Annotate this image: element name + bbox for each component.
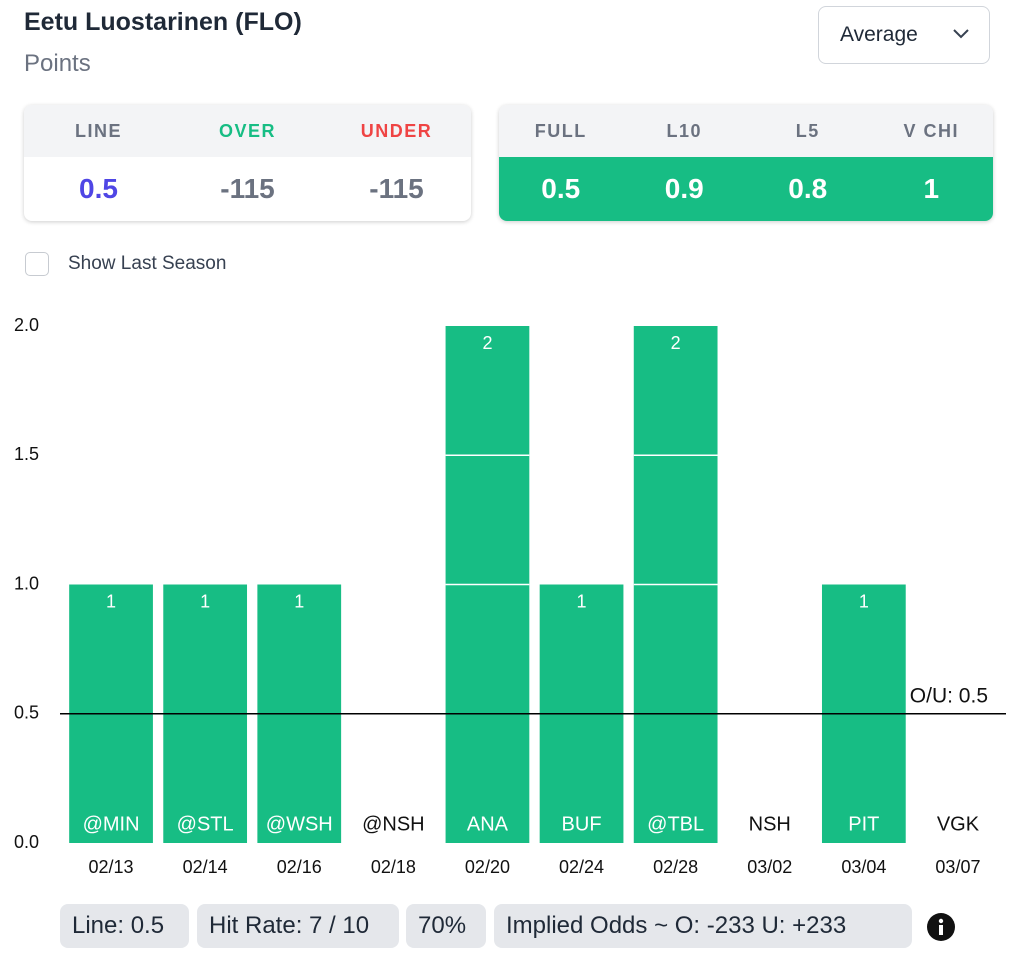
date-label: 03/02 [747,857,792,877]
y-tick-label: 1.5 [14,444,39,464]
date-label: 02/24 [559,857,604,877]
footer-pill: Line: 0.5 [60,904,189,948]
average-values: 0.5 0.9 0.8 1 [499,157,993,221]
footer-pill: 70% [406,904,486,948]
line-value: -115 [220,173,275,204]
reference-label: O/U: 0.5 [910,684,988,707]
average-card: FULL L10 L5 V CHI 0.5 0.9 0.8 1 [499,105,993,221]
average-header: L10 [666,120,703,141]
date-label: 02/18 [371,857,416,877]
date-label: 02/13 [89,857,134,877]
date-label: 02/28 [653,857,698,877]
chart: 0.0 0.5 1.0 1.5 2.0 1 @MIN 02/13 1 @STL 02/14 1 @WSH… [14,315,1006,877]
opponent-label: @STL [177,813,234,835]
average-value: 1 [869,157,993,221]
player-title: Eetu Luostarinen (FLO) [24,8,302,36]
checkbox[interactable] [25,252,49,276]
value-label: 1 [859,591,869,611]
line-value: 0.5 [79,173,118,204]
opponent-label: NSH [749,813,791,835]
dropdown-text: Average [840,23,918,46]
chevron [953,29,969,39]
value-label: 2 [671,333,681,353]
y-tick-label: 0.5 [14,703,39,723]
y-tick-label: 0.0 [14,832,39,852]
y-tick-label: 1.0 [14,573,39,593]
opponent-label: @MIN [83,813,140,835]
opponent-label: ANA [467,813,509,835]
average-head: FULL L10 L5 V CHI [499,105,993,157]
opponent-label: PIT [848,813,879,835]
line-header: UNDER [360,120,433,141]
value-label: 1 [294,591,304,611]
opponent-label: @WSH [266,813,333,835]
opponent-label: @TBL [647,813,704,835]
date-label: 03/04 [841,857,886,877]
line-header: LINE [74,120,122,141]
line-values: 0.5 -115 -115 [24,157,471,221]
value-label: 1 [106,591,116,611]
line-head: LINE OVER UNDER [24,105,471,157]
stat-subtitle: Points [24,50,91,77]
opponent-label: VGK [937,813,980,835]
average-value: 0.9 [622,157,746,221]
average-header: FULL [534,120,587,141]
opponent-label: BUF [562,813,602,835]
value-label: 2 [482,333,492,353]
line-value: -115 [369,173,424,204]
date-label: 02/20 [465,857,510,877]
average-dropdown[interactable]: Average [818,6,990,64]
date-label: 02/16 [277,857,322,877]
average-value: 0.8 [746,157,870,221]
date-label: 02/14 [183,857,228,877]
opponent-label: @NSH [362,813,425,835]
average-header: V CHI [903,120,959,141]
footer-pill: Implied Odds ~ O: -233 U: +233 [494,904,912,948]
info-icon[interactable] [926,912,956,942]
date-label: 03/07 [935,857,980,877]
checkbox-label[interactable]: Show Last Season [68,253,227,274]
line-card: LINE OVER UNDER 0.5 -115 -115 [24,105,471,221]
average-value: 0.5 [499,157,623,221]
value-label: 1 [577,591,587,611]
line-header: OVER [218,120,276,141]
footer-pill: Hit Rate: 7 / 10 [197,904,399,948]
y-tick-label: 2.0 [14,315,39,335]
value-label: 1 [200,591,210,611]
average-header: L5 [795,120,820,141]
